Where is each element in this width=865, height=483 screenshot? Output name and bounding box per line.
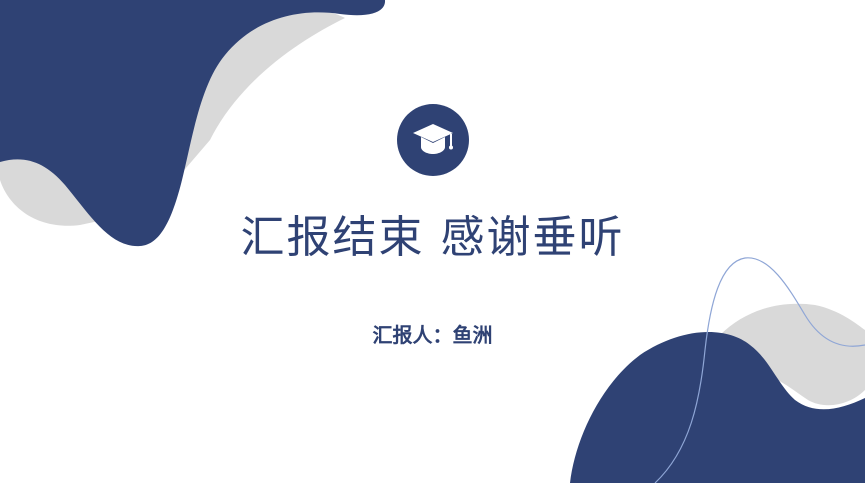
graduation-cap-icon — [413, 124, 453, 154]
top-left-navy-blob — [0, 0, 386, 247]
slide-title: 汇报结束 感谢垂听 — [240, 212, 625, 263]
reporter-label: 汇报人：鱼洲 — [372, 323, 493, 347]
graduation-cap-badge — [397, 104, 469, 176]
decorative-curve-line — [654, 257, 865, 483]
bottom-right-gray-blob — [720, 303, 865, 406]
bottom-right-navy-blob — [570, 332, 865, 483]
